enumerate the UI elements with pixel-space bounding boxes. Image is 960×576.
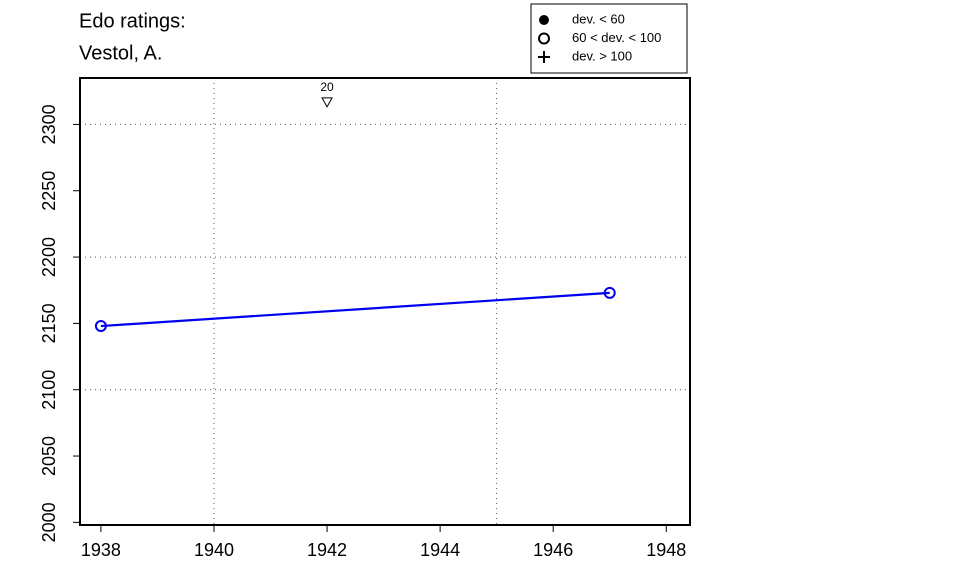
x-tick-label: 1946 [533, 540, 573, 560]
x-tick-label: 1942 [307, 540, 347, 560]
plot-frame [79, 77, 691, 526]
data-point [94, 320, 107, 333]
legend-marker [538, 51, 550, 63]
data-point [603, 286, 616, 299]
y-tick-label: 2000 [39, 502, 59, 542]
y-tick-label: 2250 [39, 171, 59, 211]
legend-label: dev. > 100 [572, 48, 632, 63]
annotation-marker [321, 97, 333, 108]
chart-title: Edo ratings: [79, 10, 186, 32]
x-tick-label: 1948 [646, 540, 686, 560]
y-tick-label: 2050 [39, 436, 59, 476]
legend-marker [538, 32, 550, 45]
x-tick-label: 1938 [81, 540, 121, 560]
annotation-label: 20 [320, 80, 334, 94]
y-tick-label: 2100 [39, 370, 59, 410]
legend-box [530, 3, 688, 74]
y-tick-label: 2150 [39, 303, 59, 343]
legend-label: dev. < 60 [572, 11, 625, 26]
legend-marker [539, 15, 549, 25]
series-line [100, 291, 610, 328]
x-tick-label: 1940 [194, 540, 234, 560]
chart-subtitle: Vestol, A. [79, 42, 162, 64]
y-tick-label: 2300 [39, 104, 59, 144]
x-tick-label: 1944 [420, 540, 460, 560]
y-tick-label: 2200 [39, 237, 59, 277]
legend-label: 60 < dev. < 100 [572, 30, 661, 45]
